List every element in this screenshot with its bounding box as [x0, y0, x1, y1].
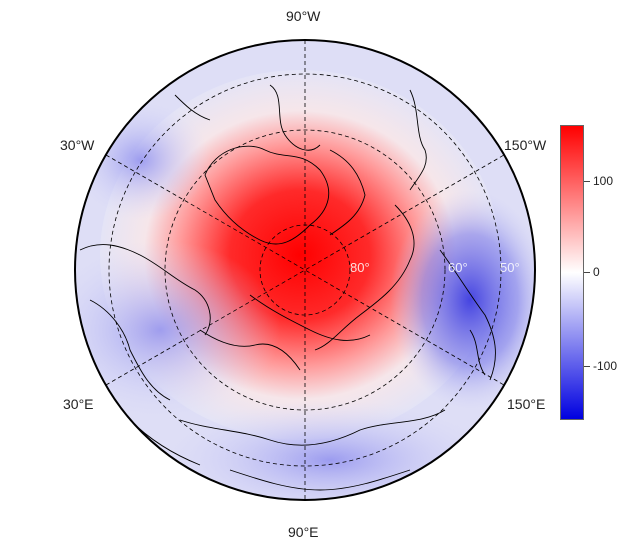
lon-label-upper-left: 30°W — [60, 137, 95, 153]
lon-label-lower-left: 30°E — [63, 396, 94, 412]
lon-label-upper-right: 150°W — [504, 137, 547, 153]
coastlines — [79, 84, 496, 491]
colorbar-tick-0: 0 — [593, 265, 600, 279]
lon-label-lower-right: 150°E — [507, 396, 546, 412]
lat-label-50: 50° — [500, 260, 520, 275]
lon-label-top: 90°W — [286, 8, 321, 24]
colorbar-tick-100: 100 — [593, 174, 614, 188]
colorbar-tickmark — [584, 272, 590, 273]
colorbar-tickmark — [584, 366, 590, 367]
map-boundary — [74, 39, 536, 501]
latitude-labels: 80° 60° 50° — [350, 260, 520, 275]
colorbar-tick-minus-100: -100 — [593, 359, 618, 373]
anomaly-field — [75, 40, 535, 500]
colorbar — [560, 125, 584, 420]
lat-label-80: 80° — [350, 260, 370, 275]
lat-label-60: 60° — [448, 260, 468, 275]
graticule — [105, 40, 505, 500]
colorbar-tickmark — [584, 181, 590, 182]
lon-label-bottom: 90°E — [288, 524, 319, 540]
